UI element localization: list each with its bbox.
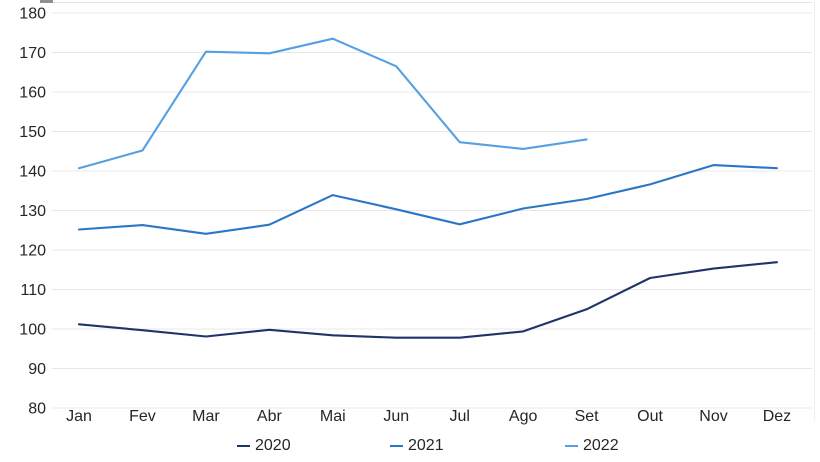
legend-swatch-2020: [237, 445, 250, 447]
x-tick-label: Mai: [320, 408, 346, 425]
legend-label-2021: 2021: [408, 437, 444, 454]
x-tick-label: Dez: [763, 408, 791, 425]
plot-area: 180 170 160 150 140 130 120 110 100 90 80 Jan Fev Mar…: [19, 6, 812, 425]
legend-label-2022: 2022: [583, 437, 619, 454]
x-tick-label: Ago: [509, 408, 538, 425]
series-line-2020: [77, 261, 779, 339]
series-line-2021: [77, 164, 779, 235]
chart-legend: 2020 2021 2022: [0, 436, 820, 456]
y-tick-label: 180: [19, 6, 46, 23]
plot-top-border: [40, 2, 812, 3]
y-tick-label: 80: [28, 401, 46, 418]
legend-label-2020: 2020: [255, 437, 291, 454]
y-tick-label: 160: [19, 85, 46, 102]
x-tick-label: Jun: [383, 408, 409, 425]
plot-right-border: [814, 2, 815, 420]
y-tick-label: 170: [19, 45, 46, 62]
legend-item-2021[interactable]: 2021: [390, 436, 444, 456]
y-tick-label: 120: [19, 243, 46, 260]
y-tick-label: 90: [28, 361, 46, 378]
y-tick-label: 130: [19, 203, 46, 220]
series-line-2022: [77, 37, 588, 170]
x-tick-label: Out: [637, 408, 663, 425]
x-tick-label: Jan: [66, 408, 92, 425]
y-tick-label: 110: [20, 282, 46, 299]
x-tick-label: Mar: [192, 408, 220, 425]
top-edge-artifact: [40, 0, 53, 3]
legend-swatch-2021: [390, 445, 403, 447]
y-tick-label: 140: [19, 164, 46, 181]
x-tick-label: Set: [575, 408, 600, 425]
legend-item-2020[interactable]: 2020: [237, 436, 291, 456]
x-tick-label: Nov: [699, 408, 727, 425]
legend-item-2022[interactable]: 2022: [565, 436, 619, 456]
x-tick-label: Fev: [129, 408, 156, 425]
x-tick-label: Abr: [257, 408, 283, 425]
y-tick-label: 100: [19, 322, 46, 339]
y-tick-label: 150: [19, 124, 46, 141]
legend-swatch-2022: [565, 445, 578, 447]
x-tick-label: Jul: [449, 408, 469, 425]
